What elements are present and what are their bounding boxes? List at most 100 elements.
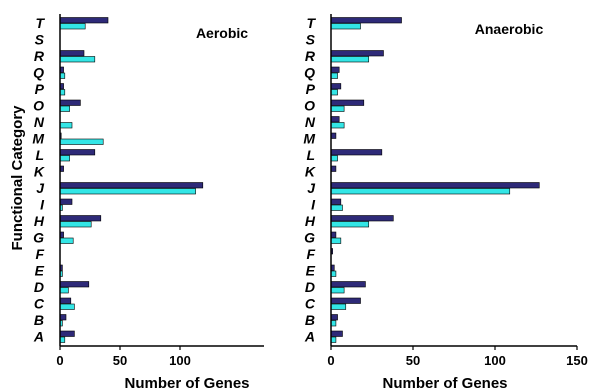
bar-anaerobic-R-series1	[330, 50, 384, 57]
bar-aerobic-O-series1	[59, 99, 81, 106]
bar-aerobic-D-series1	[59, 281, 90, 288]
bar-anaerobic-O-series2	[330, 105, 345, 112]
bar-anaerobic-H-series1	[330, 215, 394, 222]
bar-aerobic-L-series1	[59, 149, 96, 156]
category-label-F: F	[35, 246, 44, 262]
category-label-Q: Q	[33, 65, 44, 81]
category-label-A: A	[33, 329, 44, 345]
category-label-T: T	[306, 15, 316, 31]
category-label-K: K	[34, 164, 45, 180]
bar-anaerobic-G-series2	[330, 237, 342, 244]
bar-aerobic-D-series2	[59, 287, 69, 294]
category-label-Q: Q	[304, 65, 315, 81]
category-label-I: I	[40, 197, 45, 213]
category-label-P: P	[306, 81, 316, 97]
bar-anaerobic-J-series1	[330, 182, 540, 189]
bar-anaerobic-I-series1	[330, 198, 342, 205]
x-tick-label-0: 0	[327, 353, 334, 368]
y-axis-title: Functional Category	[9, 105, 26, 251]
bar-anaerobic-A-series1	[330, 330, 343, 337]
bar-aerobic-H-series1	[59, 215, 102, 222]
bar-aerobic-A-series1	[59, 330, 75, 337]
category-label-O: O	[33, 98, 44, 114]
bar-aerobic-M-series2	[59, 138, 104, 145]
category-label-H: H	[305, 213, 316, 229]
category-label-J: J	[36, 180, 45, 196]
bar-aerobic-J-series1	[59, 182, 204, 189]
bar-anaerobic-D-series1	[330, 281, 366, 288]
bar-anaerobic-I-series2	[330, 204, 343, 211]
bar-aerobic-O-series2	[59, 105, 70, 112]
bar-aerobic-N-series2	[59, 122, 73, 129]
bar-anaerobic-J-series2	[330, 188, 511, 195]
x-axis-title: Number of Genes	[124, 375, 249, 392]
bar-aerobic-J-series2	[59, 188, 196, 195]
bar-aerobic-B-series1	[59, 314, 67, 321]
bar-anaerobic-Q-series1	[330, 66, 340, 73]
category-label-N: N	[305, 114, 316, 130]
category-label-G: G	[304, 230, 315, 246]
bar-anaerobic-H-series2	[330, 221, 370, 228]
bar-anaerobic-Q-series2	[330, 72, 338, 79]
bar-anaerobic-P-series1	[330, 83, 342, 90]
bar-aerobic-T-series2	[59, 23, 86, 30]
category-label-A: A	[304, 329, 315, 345]
category-label-T: T	[35, 15, 45, 31]
bar-aerobic-G-series2	[59, 237, 74, 244]
x-tick-label-0: 0	[56, 353, 63, 368]
panel-title-aerobic: Aerobic	[196, 25, 248, 41]
bar-aerobic-T-series1	[59, 17, 109, 24]
category-label-I: I	[311, 197, 316, 213]
category-label-L: L	[35, 147, 44, 163]
bar-aerobic-I-series1	[59, 198, 73, 205]
bar-aerobic-R-series2	[59, 56, 96, 63]
category-label-E: E	[306, 263, 316, 279]
bar-aerobic-C-series1	[59, 297, 72, 304]
category-label-B: B	[34, 312, 44, 328]
bar-anaerobic-N-series2	[330, 122, 345, 129]
bar-anaerobic-L-series1	[330, 149, 383, 156]
category-label-J: J	[307, 180, 316, 196]
bar-anaerobic-L-series2	[330, 155, 338, 162]
x-tick-label-100: 100	[484, 353, 506, 368]
category-label-S: S	[35, 32, 45, 48]
category-label-F: F	[306, 246, 315, 262]
bar-anaerobic-R-series2	[330, 56, 370, 63]
bar-anaerobic-T-series2	[330, 23, 361, 30]
category-label-O: O	[304, 98, 315, 114]
bar-aerobic-L-series2	[59, 155, 70, 162]
category-label-D: D	[34, 279, 44, 295]
category-label-C: C	[305, 296, 316, 312]
category-label-M: M	[32, 131, 44, 147]
bar-anaerobic-O-series1	[330, 99, 365, 106]
bar-anaerobic-P-series2	[330, 89, 338, 96]
category-label-D: D	[305, 279, 315, 295]
bar-aerobic-R-series1	[59, 50, 85, 57]
category-label-R: R	[305, 48, 316, 64]
bar-anaerobic-B-series1	[330, 314, 338, 321]
x-tick-label-50: 50	[113, 353, 127, 368]
bar-aerobic-H-series2	[59, 221, 92, 228]
x-tick-label-150: 150	[566, 353, 588, 368]
category-label-S: S	[306, 32, 316, 48]
category-label-C: C	[34, 296, 45, 312]
category-label-H: H	[34, 213, 45, 229]
x-tick-label-50: 50	[406, 353, 420, 368]
category-label-K: K	[305, 164, 316, 180]
category-label-P: P	[35, 81, 45, 97]
category-label-R: R	[34, 48, 45, 64]
category-label-G: G	[33, 230, 44, 246]
bar-anaerobic-C-series2	[330, 303, 347, 310]
bar-anaerobic-T-series1	[330, 17, 402, 24]
bar-anaerobic-D-series2	[330, 287, 345, 294]
x-axis-title: Number of Genes	[382, 375, 507, 392]
bar-anaerobic-C-series1	[330, 297, 361, 304]
category-label-N: N	[34, 114, 45, 130]
category-label-L: L	[306, 147, 315, 163]
category-label-B: B	[305, 312, 315, 328]
bar-aerobic-C-series2	[59, 303, 75, 310]
category-label-M: M	[303, 131, 315, 147]
